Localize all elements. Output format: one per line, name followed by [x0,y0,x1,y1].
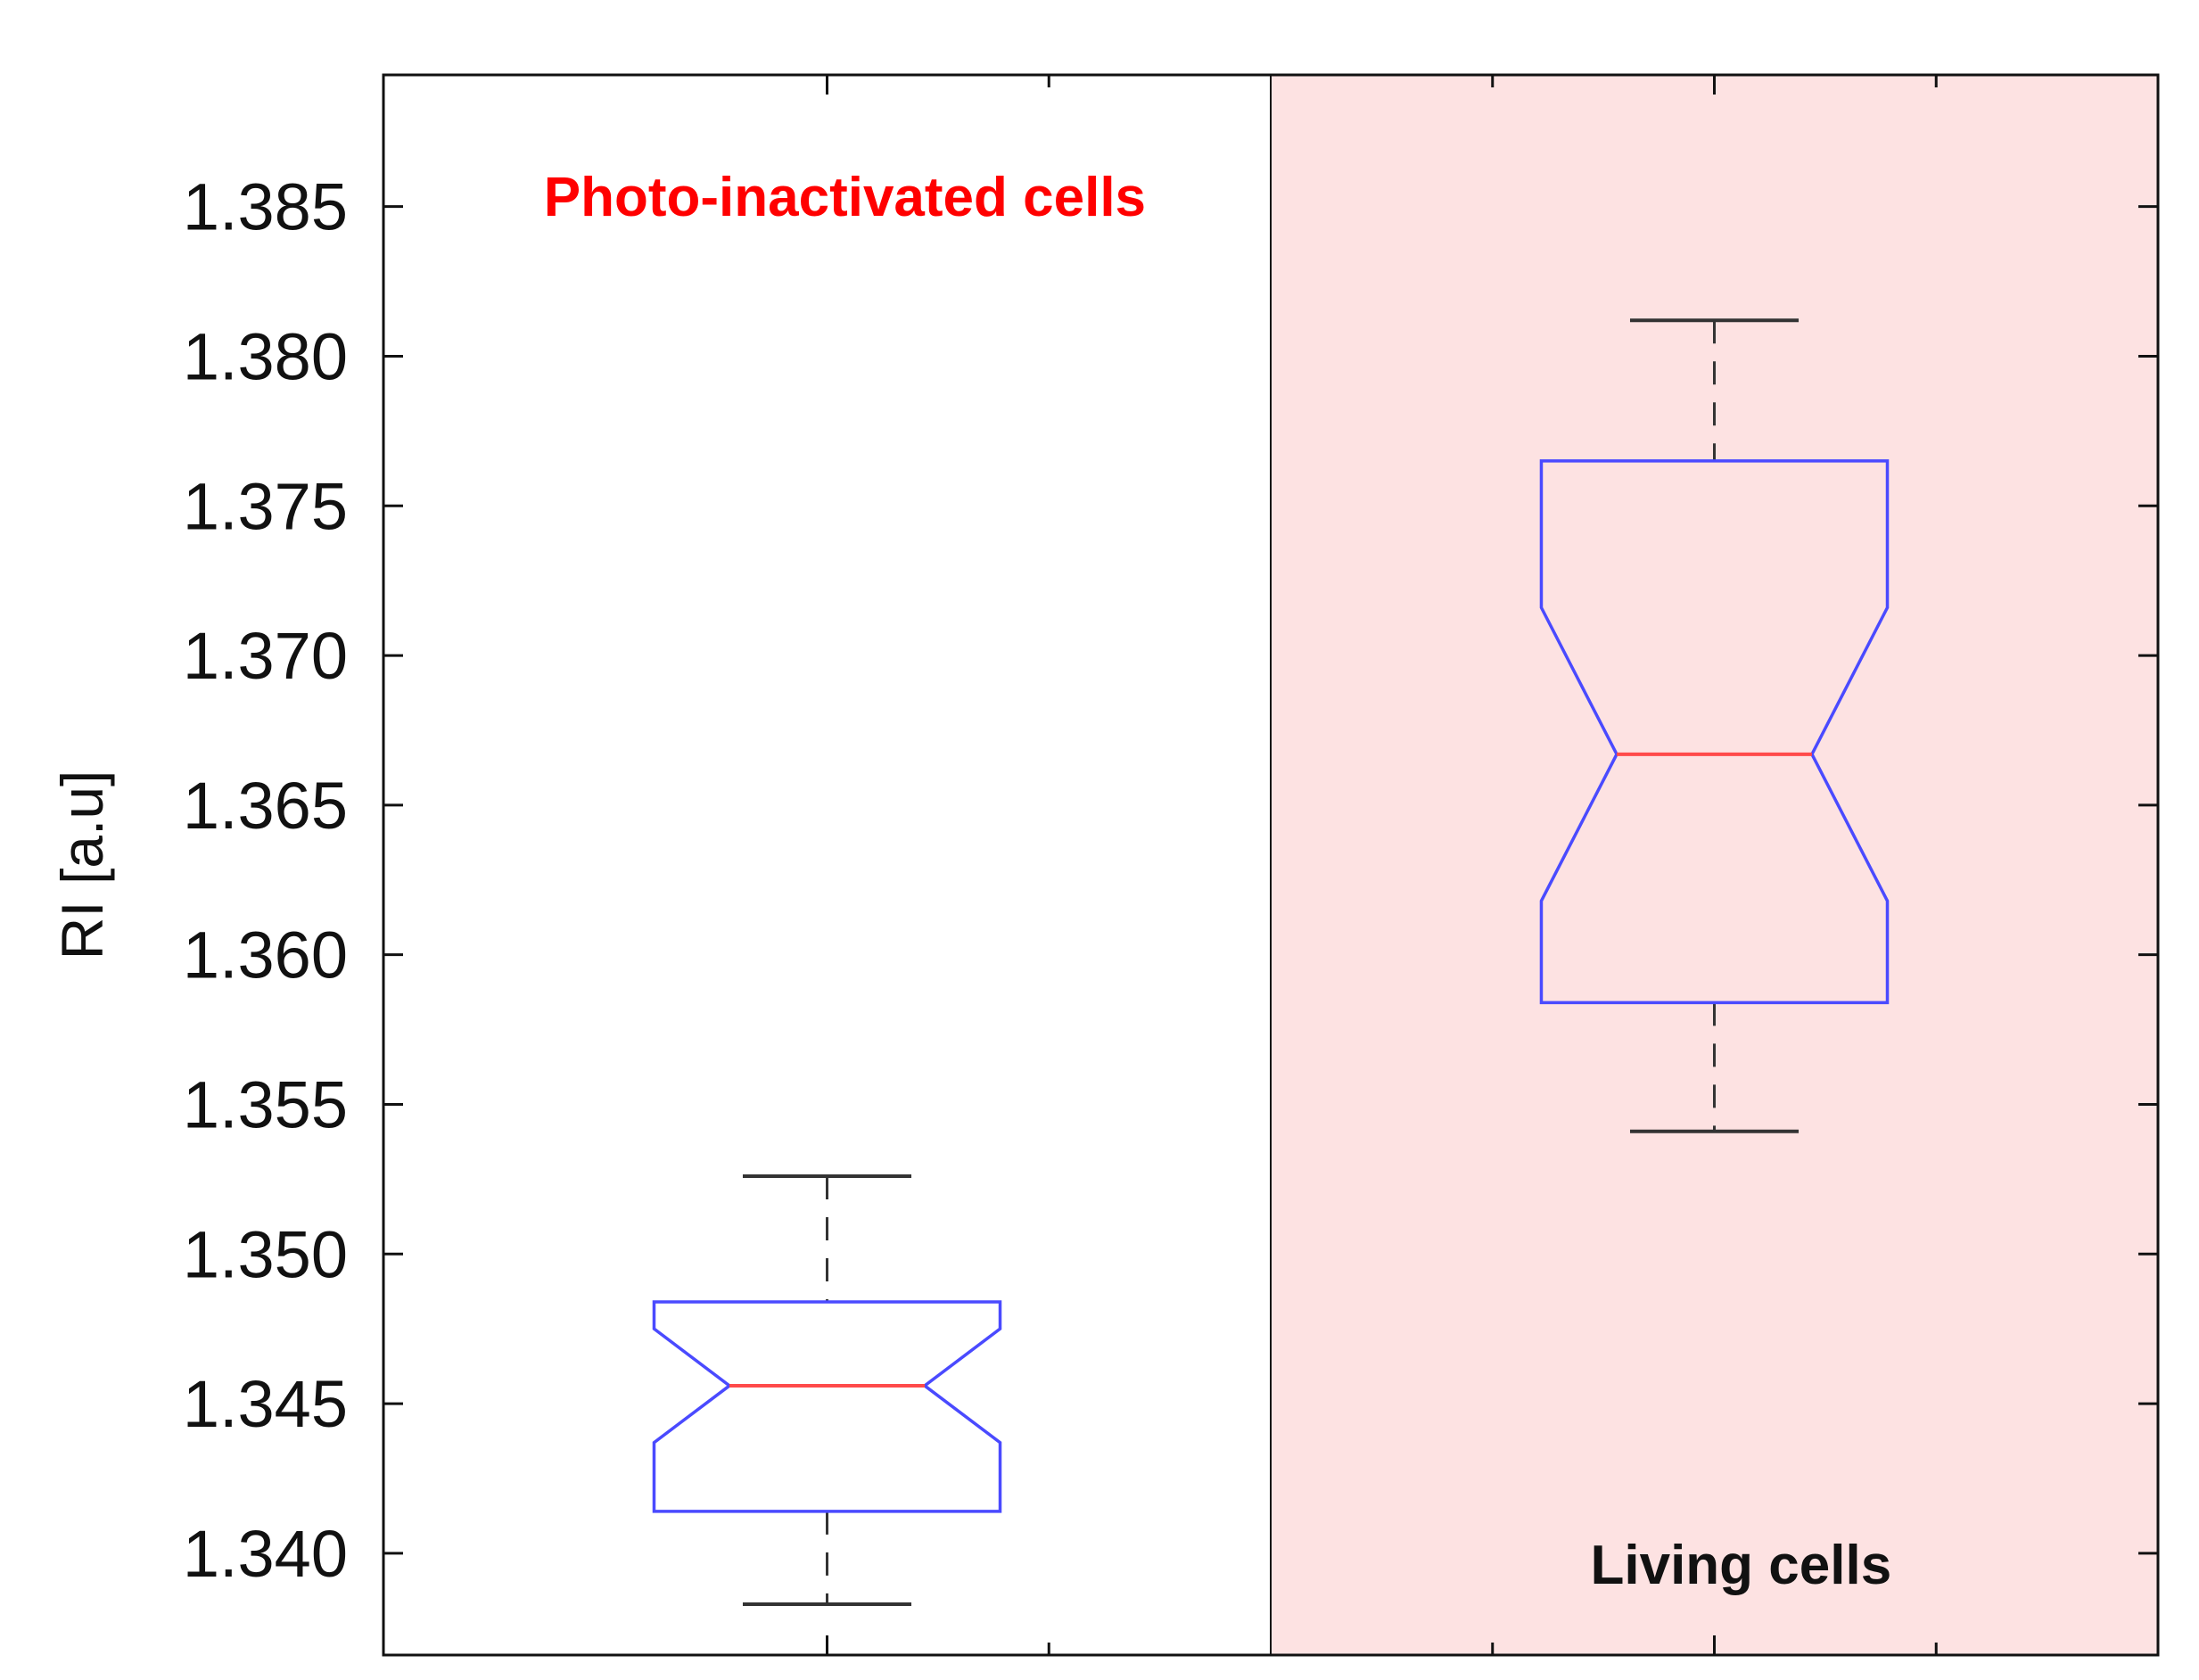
group-region-2 [1271,75,2158,1655]
y-tick-label: 1.360 [183,918,348,992]
group-regions [383,75,2158,1655]
y-tick-label: 1.385 [183,170,348,244]
y-tick-label: 1.370 [183,619,348,693]
y-tick-labels: 1.340 1.345 1.350 1.355 1.360 1.365 1.370 1.375… [183,170,348,1591]
y-tick-label: 1.355 [183,1067,348,1141]
y-tick-label: 1.365 [183,769,348,843]
group-annotation-2: Living cells [1591,1535,1892,1596]
y-tick-label: 1.375 [183,469,348,543]
axis-ticks [383,75,2158,1655]
group-annotation-1: Photo-inactivated cells [544,167,1146,228]
notched-box [652,1300,1002,1513]
boxes [652,318,1890,1606]
y-axis-label: RI [a.u] [49,770,115,960]
box-group-1 [652,1174,1002,1606]
y-tick-label: 1.340 [183,1517,348,1591]
notched-box [1539,459,1890,1005]
y-tick-label: 1.350 [183,1217,348,1291]
y-tick-label: 1.380 [183,319,348,393]
group-annotations: Photo-inactivated cells Living cells [544,167,1891,1596]
group-region-1 [383,75,1271,1655]
plot-frame [382,73,2160,1657]
box-group-2 [1539,318,1890,1133]
y-tick-label: 1.345 [183,1367,348,1441]
